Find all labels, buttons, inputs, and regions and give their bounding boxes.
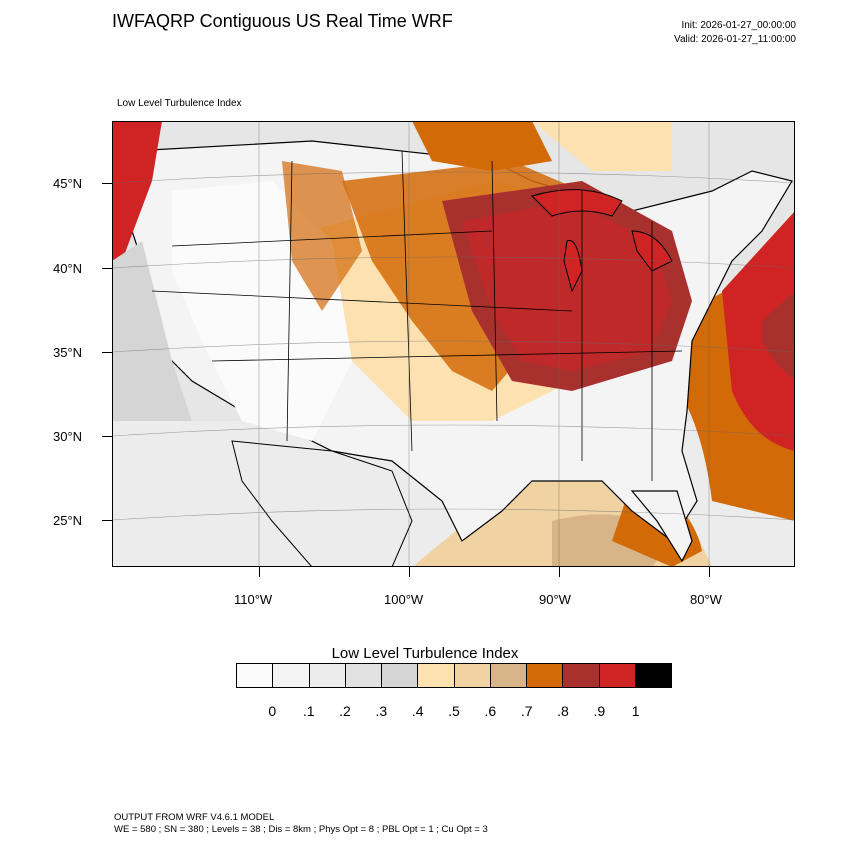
lon-label-100w: 100°W — [384, 592, 424, 607]
field-pacific-red — [112, 121, 162, 261]
lon-tick — [409, 567, 410, 577]
field-atlantic-red — [722, 211, 795, 451]
footer-model-line: OUTPUT FROM WRF V4.6.1 MODEL — [114, 812, 275, 823]
colorbar-title: Low Level Turbulence Index — [331, 645, 519, 662]
lat-tick — [102, 352, 112, 353]
colorbar-swatch — [634, 663, 672, 688]
field-midwest-red — [462, 201, 672, 371]
colorbar-swatch — [562, 663, 599, 688]
colorbar-label: .9 — [593, 703, 606, 719]
valid-time: Valid: 2026-01-27_11:00:00 — [674, 34, 796, 45]
init-time: Init: 2026-01-27_00:00:00 — [681, 20, 796, 31]
colorbar-swatch — [344, 663, 381, 688]
map-border — [112, 121, 795, 567]
map-subtitle: Low Level Turbulence Index — [117, 98, 242, 109]
lon-label-90w: 90°W — [539, 592, 571, 607]
lat-label-30: 30°N — [53, 429, 83, 444]
land-mexico — [231, 440, 413, 567]
lat-tick — [102, 183, 112, 184]
colorbar-label: .8 — [557, 703, 569, 719]
colorbar-label: .1 — [302, 703, 315, 719]
colorbar-label: .5 — [448, 703, 460, 719]
lon-tick — [709, 567, 710, 577]
lat-label-25: 25°N — [53, 513, 83, 528]
lon-tick — [259, 567, 260, 577]
colorbar-swatch — [526, 663, 563, 688]
colorbar-label: 1 — [631, 703, 640, 719]
lon-label-80w: 80°W — [690, 592, 722, 607]
colorbar-label: .7 — [520, 703, 533, 719]
colorbar-label: .4 — [411, 703, 424, 719]
lat-tick — [102, 436, 112, 437]
colorbar-labels: 0 .1 .2 .3 .4 .5 .6 .7 .8 .9 1 — [236, 703, 672, 721]
colorbar-swatch — [489, 663, 526, 688]
lat-tick — [102, 520, 112, 521]
field-atlantic-darkred — [762, 291, 795, 381]
colorbar-label: .2 — [339, 703, 351, 719]
great-lakes — [531, 189, 673, 293]
field-canada-orange — [412, 121, 552, 171]
field-canada-tan — [532, 121, 672, 171]
colorbar-label: .6 — [484, 703, 497, 719]
colorbar-swatch — [236, 663, 273, 688]
lat-label-45: 45°N — [53, 176, 83, 191]
main-title: IWFAQRP Contiguous US Real Time WRF — [112, 11, 453, 31]
colorbar-swatch — [598, 663, 635, 688]
graticule — [112, 121, 795, 567]
colorbar-label: .3 — [375, 703, 388, 719]
colorbar — [236, 663, 672, 688]
lat-label-35: 35°N — [53, 345, 83, 360]
field-rockies-orange — [282, 161, 362, 311]
colorbar-swatch — [453, 663, 490, 688]
turbulence-map — [112, 121, 795, 567]
colorbar-swatch — [381, 663, 418, 688]
lat-label-40: 40°N — [53, 261, 83, 276]
land-florida — [630, 490, 693, 563]
colorbar-swatch — [308, 663, 345, 688]
footer-config-line: WE = 580 ; SN = 380 ; Levels = 38 ; Dis … — [114, 824, 488, 835]
lat-tick — [102, 268, 112, 269]
lon-label-110w: 110°W — [234, 592, 273, 607]
colorbar-swatch — [417, 663, 454, 688]
colorbar-label: 0 — [268, 703, 277, 719]
field-pacific-gray — [112, 241, 192, 421]
lon-tick — [559, 567, 560, 577]
state-borders — [151, 150, 683, 481]
colorbar-swatch — [272, 663, 309, 688]
